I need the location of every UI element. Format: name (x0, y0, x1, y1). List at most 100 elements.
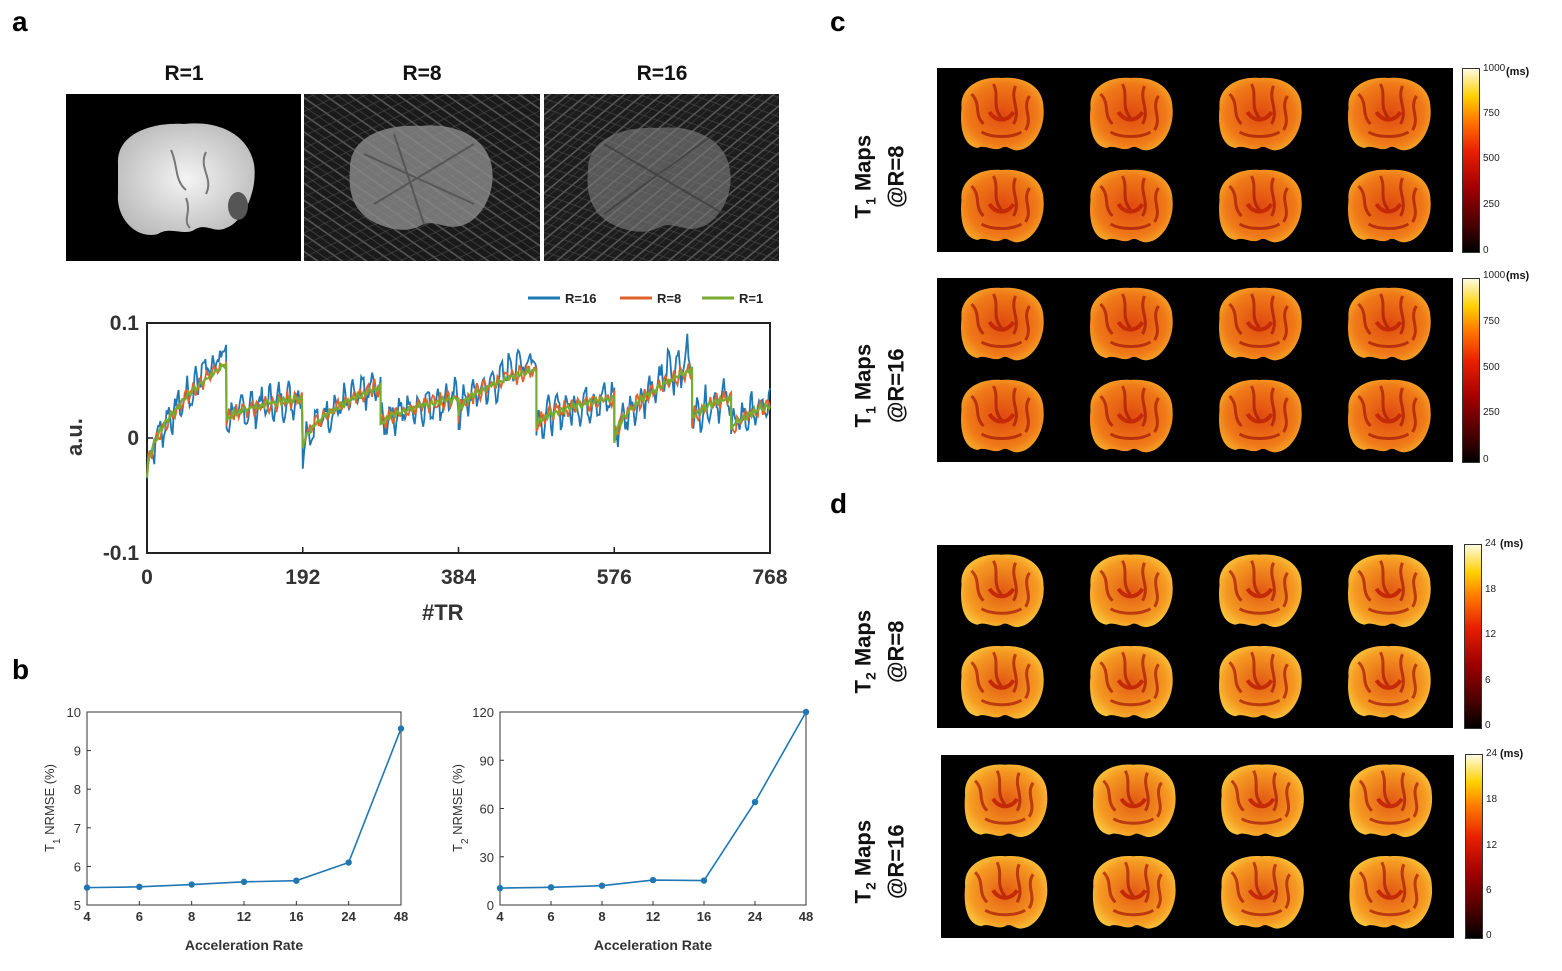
nrmse-point (547, 884, 555, 891)
t1-nrmse-chart: 4 6 8 12 16 24 48 5 6 7 8 9 10 Acceleration Rate T1 … (42, 705, 408, 953)
cbar-tick: 250 (1483, 199, 1500, 210)
ytick-label: 90 (480, 753, 494, 768)
xtick-label: 4 (83, 909, 91, 924)
brain-slice (961, 379, 1044, 453)
cbar-tick: 1000 (1483, 270, 1506, 281)
xtick-label: 6 (547, 909, 554, 924)
image-title-r1: R=1 (164, 62, 204, 85)
ytick-label: 7 (74, 821, 81, 836)
brain-slice (1090, 77, 1173, 151)
brain-slice (1090, 554, 1173, 628)
t2-ylabel: T2 NRMSE (%) (450, 764, 471, 852)
nrmse-point (802, 708, 810, 716)
legend-label-r16: R=16 (565, 291, 596, 306)
colorbar-t2-r16 (1465, 754, 1483, 939)
brain-slice (1090, 646, 1173, 719)
signal-xtick-label: 576 (597, 566, 632, 589)
cbar-tick: 500 (1483, 362, 1500, 373)
brain-slice (961, 554, 1044, 628)
brain-slice (1219, 77, 1302, 151)
signal-series-group (145, 333, 771, 479)
legend-label-r1: R=1 (739, 291, 763, 306)
panel-b-letter: b (12, 654, 30, 685)
nrmse-point (649, 876, 657, 884)
xtick-label: 12 (646, 909, 660, 924)
xtick-label: 24 (748, 909, 763, 924)
cbar-tick: 12 (1485, 629, 1497, 640)
cbar-tick: 24 (1485, 538, 1497, 549)
xtick-label: 8 (188, 909, 195, 924)
brain-slice (1219, 646, 1302, 719)
colorbar-t2-r8 (1464, 544, 1482, 729)
brain-slice (1219, 379, 1302, 453)
cbar-tick: 18 (1485, 584, 1497, 595)
cbar-tick: 24 (1486, 748, 1498, 759)
signal-ytick-label: -0.1 (103, 542, 140, 565)
brain-slice (1219, 554, 1302, 628)
row-label-t2-r8: T2 Maps @R=8 (850, 609, 909, 694)
xtick-label: 4 (496, 909, 504, 924)
colorbar-unit-t2-r16: (ms) (1500, 748, 1524, 760)
brain-slice (1348, 554, 1431, 628)
ytick-label: 9 (74, 744, 81, 759)
cbar-tick: 1000 (1483, 63, 1506, 74)
brain-slice (1349, 856, 1433, 929)
nrmse-point (598, 882, 606, 889)
cbar-tick: 12 (1486, 840, 1498, 851)
cbar-tick: 750 (1483, 108, 1500, 119)
colorbar-unit-t1-r8: (ms) (1506, 66, 1530, 78)
cbar-tick: 0 (1483, 454, 1489, 465)
nrmse-point (496, 884, 504, 892)
brain-slice (1348, 77, 1431, 151)
ytick-label: 60 (480, 802, 494, 817)
cbar-tick: 6 (1486, 885, 1492, 896)
t2-xlabel: Acceleration Rate (594, 937, 712, 953)
nrmse-point (188, 881, 195, 888)
mri-image-r1 (66, 94, 301, 261)
brain-slice (1348, 379, 1431, 453)
xtick-label: 6 (136, 909, 143, 924)
nrmse-point (240, 878, 248, 886)
nrmse-point (700, 877, 708, 884)
colorbar-unit-t1-r16: (ms) (1506, 270, 1530, 282)
signal-xtick-label: 384 (441, 566, 476, 589)
brain-slice (964, 856, 1048, 929)
signal-xtick-label: 0 (141, 566, 153, 589)
t1-ylabel: T1 NRMSE (%) (42, 764, 63, 852)
xtick-label: 16 (697, 909, 711, 924)
xtick-label: 8 (598, 909, 605, 924)
brain-slice (1092, 764, 1176, 838)
ytick-label: 0 (487, 898, 494, 913)
xtick-label: 24 (341, 909, 356, 924)
brain-slice (1090, 287, 1173, 361)
row-label-t1-r8: T1 Maps @R=8 (850, 134, 909, 219)
brain-slice (1219, 169, 1302, 243)
ytick-label: 5 (74, 898, 81, 913)
signal-xlabel: #TR (422, 600, 464, 625)
brain-slice (1221, 856, 1304, 929)
ytick-label: 30 (480, 850, 494, 865)
panel-a-letter: a (12, 6, 28, 37)
ytick-label: 6 (74, 859, 81, 874)
colorbar-t1-r16 (1462, 278, 1480, 463)
mri-image-r16 (544, 94, 779, 261)
colorbar-unit-t2-r8: (ms) (1500, 538, 1524, 550)
signal-series-r16 (146, 333, 771, 479)
nrmse-point (397, 725, 405, 732)
image-title-r8: R=8 (402, 62, 442, 85)
brain-slice (1219, 287, 1302, 361)
cbar-tick: 250 (1483, 407, 1500, 418)
brain-slice (964, 764, 1048, 838)
brain-slice (961, 646, 1044, 719)
xtick-label: 48 (799, 909, 813, 924)
signal-ytick-label: 0.1 (110, 312, 140, 335)
brain-slice (961, 169, 1044, 243)
mri-image-r8 (304, 94, 540, 261)
signal-ytick-label: 0 (127, 427, 139, 450)
signal-chart: 0 192 384 576 768-0.100.1 R=16 R=8 R=1 #TR a… (62, 291, 788, 625)
brain-slice (1348, 169, 1431, 243)
cbar-tick: 6 (1485, 675, 1491, 686)
row-label-t1-r16: T1 Maps @R=16 (850, 343, 909, 428)
ytick-label: 8 (74, 782, 81, 797)
signal-series-r8 (146, 360, 771, 476)
